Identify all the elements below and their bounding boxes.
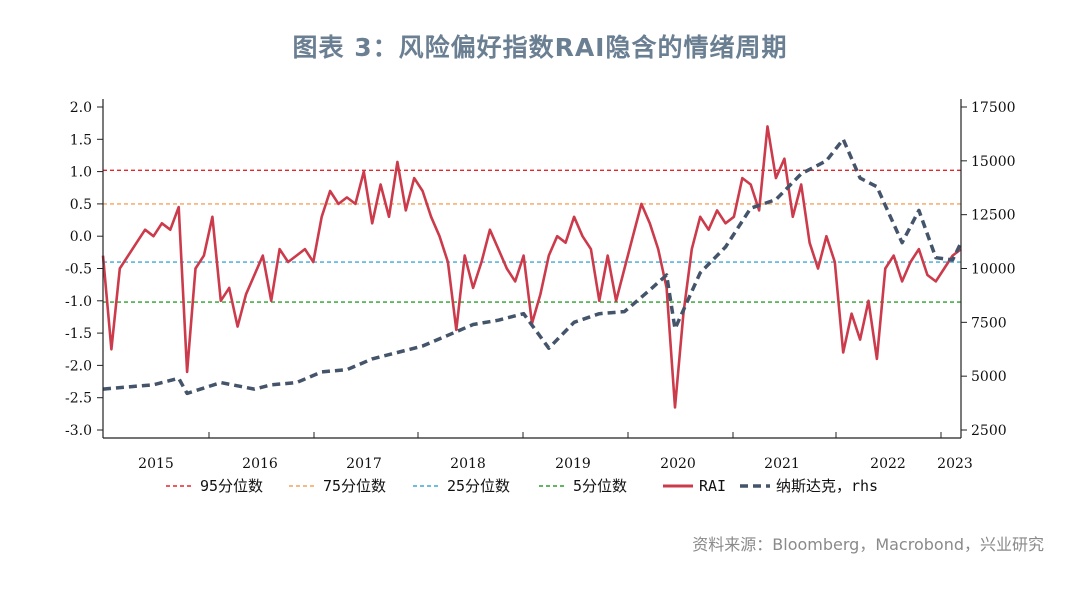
nasdaq-line xyxy=(102,137,963,396)
right-tick-label: 12500 xyxy=(971,208,1016,224)
x-tick-label: 2016 xyxy=(242,456,278,472)
right-tick-label: 7500 xyxy=(971,315,1007,331)
legend-label: 75分位数 xyxy=(323,477,386,495)
right-tick-label: 17500 xyxy=(971,100,1016,116)
x-tick-label: 2020 xyxy=(660,456,696,472)
x-tick-label: 2019 xyxy=(555,456,591,472)
source-note: 资料来源：Bloomberg，Macrobond，兴业研究 xyxy=(692,535,1044,554)
x-tick-label: 2015 xyxy=(138,456,174,472)
legend-label: 25分位数 xyxy=(447,477,510,495)
left-tick-label: 0.5 xyxy=(70,197,92,213)
left-tick-label: -1.0 xyxy=(65,294,92,310)
chart-title: 图表 3：风险偏好指数RAI隐含的情绪周期 xyxy=(292,33,788,62)
legend-label: 5分位数 xyxy=(573,477,627,495)
left-tick-label: 1.5 xyxy=(70,132,92,148)
legend-label: RAI xyxy=(699,477,726,495)
right-tick-label: 5000 xyxy=(971,369,1007,385)
x-tick-label: 2022 xyxy=(870,456,906,472)
left-tick-label: -0.5 xyxy=(65,262,92,278)
axes: 2.0 1.5 1.0 0.5 0.0 -0.5 -1.0 -1.5 -2.0 -2.5 -3.0 1… xyxy=(65,99,1016,472)
x-tick-label: 2017 xyxy=(346,456,382,472)
left-tick-label: -3.0 xyxy=(65,423,92,439)
left-tick-label: -2.0 xyxy=(65,358,92,374)
right-tick-label: 2500 xyxy=(971,423,1007,439)
right-tick-label: 10000 xyxy=(971,262,1016,278)
left-tick-label: 0.0 xyxy=(70,229,92,245)
left-tick-label: -1.5 xyxy=(65,326,92,342)
legend-label: 纳斯达克，rhs xyxy=(776,477,878,495)
left-tick-label: -2.5 xyxy=(65,391,92,407)
plot-lines xyxy=(101,125,963,409)
left-tick-label: 2.0 xyxy=(70,100,92,116)
left-tick-label: 1.0 xyxy=(70,165,92,181)
rai-line xyxy=(101,125,962,409)
right-tick-label: 15000 xyxy=(971,154,1016,170)
x-tick-label: 2021 xyxy=(764,456,800,472)
legend: 95分位数 75分位数 25分位数 5分位数 RAI 纳斯达克，rhs xyxy=(166,477,878,495)
legend-label: 95分位数 xyxy=(200,477,263,495)
x-tick-label: 2018 xyxy=(450,456,486,472)
x-tick-label: 2023 xyxy=(937,456,973,472)
